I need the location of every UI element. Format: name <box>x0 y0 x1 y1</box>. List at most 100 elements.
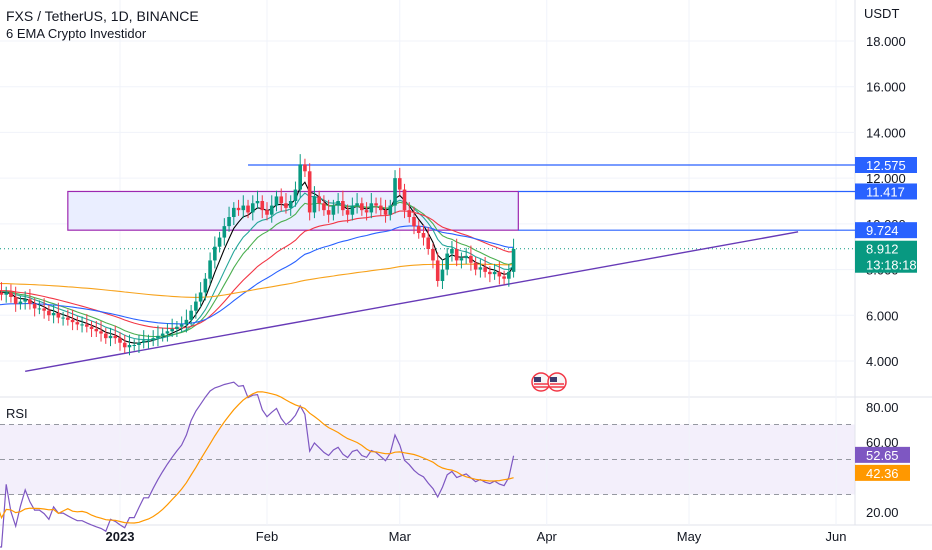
price-level-tag-text: 12.575 <box>866 158 906 173</box>
candle-body <box>184 319 189 325</box>
candle-body <box>99 331 103 334</box>
ema-lines <box>0 181 515 344</box>
rsi-tick-label: 80.00 <box>866 400 899 415</box>
horizontal-levels[interactable] <box>0 164 855 250</box>
candle-body <box>236 207 241 211</box>
rsi-pane-label[interactable]: RSI <box>6 406 28 421</box>
event-flags[interactable] <box>531 372 567 392</box>
candle-body <box>260 201 265 211</box>
time-axis-label: 2023 <box>106 529 135 544</box>
candle-body <box>198 292 203 302</box>
candle-body <box>241 205 246 211</box>
rsi-axis[interactable]: 80.00 60.00 20.00 <box>866 400 899 520</box>
candle-body <box>397 178 402 190</box>
candle-body <box>94 329 99 332</box>
candle-body <box>28 299 32 304</box>
rsi-ma-line <box>0 391 514 524</box>
candle-body <box>459 258 464 261</box>
candle-body <box>374 203 378 206</box>
candle-body <box>322 203 326 211</box>
candle-body <box>383 210 388 215</box>
candle-body <box>393 178 397 206</box>
candle-body <box>274 196 279 206</box>
time-axis-label: Jun <box>826 529 847 544</box>
candle-body <box>170 329 174 332</box>
candle-body <box>213 246 217 261</box>
candle-body <box>483 267 487 272</box>
price-level-tag-text: 9.724 <box>866 223 899 238</box>
time-axis-label: May <box>677 529 702 544</box>
candle-body <box>450 249 454 254</box>
time-axis[interactable]: 2023 Feb Mar Apr May Jun <box>106 529 847 544</box>
candle-body <box>23 299 27 302</box>
candle-body <box>288 201 293 208</box>
candle-body <box>165 331 170 334</box>
candle-body <box>298 164 302 190</box>
candle-body <box>85 324 89 327</box>
candle-body <box>246 205 250 213</box>
price-level-tag <box>855 183 917 200</box>
candle-body <box>75 322 80 325</box>
candle-body <box>89 326 94 329</box>
candle-body <box>32 303 37 309</box>
candle-body <box>4 292 8 295</box>
rsi-series <box>0 381 855 548</box>
candle-body <box>156 335 160 339</box>
price-tick-label: 4.000 <box>866 354 899 369</box>
candle-body <box>469 255 473 263</box>
indicator-legend-label[interactable]: 6 EMA Crypto Investidor <box>6 26 147 41</box>
price-tick-label: 16.000 <box>866 80 906 95</box>
rsi-value-tag-text: 52.65 <box>866 448 899 463</box>
candle-body <box>492 271 497 275</box>
candle-body <box>412 217 416 227</box>
candle-body <box>388 205 393 215</box>
candle-body <box>326 210 331 215</box>
candle-body <box>293 189 298 201</box>
candle-body <box>179 324 184 327</box>
candle-body <box>454 249 459 261</box>
candle-body <box>507 271 511 279</box>
last-price-value: 8.912 <box>866 242 899 257</box>
candle-body <box>103 333 108 339</box>
price-level-tag <box>855 157 917 173</box>
candle-body <box>141 340 146 343</box>
last-price-tag <box>855 240 917 273</box>
candle-body <box>355 203 359 206</box>
candle-body <box>194 301 198 311</box>
candle-body <box>345 210 350 215</box>
candle-body <box>421 233 426 238</box>
price-axis[interactable]: 18.00016.00014.00012.00010.0008.0006.000… <box>864 6 906 369</box>
candle-body <box>426 237 431 249</box>
time-axis-label: Apr <box>537 529 558 544</box>
candle-body <box>42 308 46 311</box>
price-tick-label: 14.000 <box>866 125 906 140</box>
candle-body <box>488 271 492 275</box>
candle-body <box>435 260 440 281</box>
candle-body <box>279 196 284 204</box>
candle-body <box>80 324 84 326</box>
candle-body <box>255 201 260 204</box>
candle-body <box>312 196 317 213</box>
price-level-tag-text: 11.417 <box>866 184 905 199</box>
candlestick-series <box>0 154 516 356</box>
candle-body <box>464 255 468 259</box>
candle-body <box>160 333 165 336</box>
last-price-countdown: 13:18:18 <box>866 258 917 273</box>
chart-symbol-title[interactable]: FXS / TetherUS, 1D, BINANCE <box>6 8 199 24</box>
candle-body <box>122 342 127 348</box>
candle-body <box>70 319 75 323</box>
resistance-zone[interactable] <box>67 190 519 231</box>
price-tick-label: 12.000 <box>866 171 906 186</box>
ema-line <box>0 263 514 298</box>
ema-line <box>0 192 514 341</box>
candle-body <box>9 292 13 297</box>
trendline[interactable] <box>25 231 799 372</box>
candle-body <box>118 338 122 343</box>
candle-body <box>336 201 340 206</box>
candle-body <box>402 189 407 211</box>
rsi-value-tag <box>855 464 910 481</box>
candle-body <box>303 164 307 172</box>
candle-body <box>445 253 449 270</box>
